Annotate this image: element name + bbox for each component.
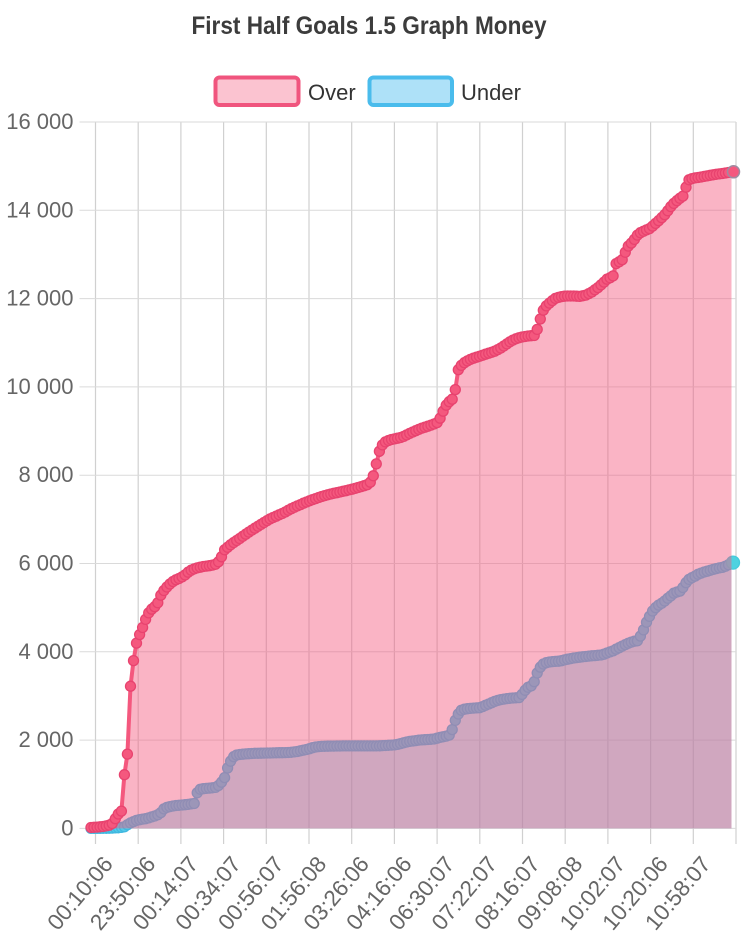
svg-text:10 000: 10 000 bbox=[6, 374, 73, 399]
svg-text:8 000: 8 000 bbox=[18, 462, 73, 487]
svg-text:0: 0 bbox=[61, 815, 73, 840]
svg-text:Over: Over bbox=[308, 80, 356, 105]
svg-text:6 000: 6 000 bbox=[18, 551, 73, 576]
svg-text:14 000: 14 000 bbox=[6, 197, 73, 222]
svg-text:First Half Goals 1.5 Graph Mon: First Half Goals 1.5 Graph Money bbox=[192, 12, 547, 40]
svg-text:Under: Under bbox=[461, 80, 521, 105]
svg-text:16 000: 16 000 bbox=[6, 109, 73, 134]
svg-text:2 000: 2 000 bbox=[18, 727, 73, 752]
svg-text:4 000: 4 000 bbox=[18, 639, 73, 664]
svg-text:12 000: 12 000 bbox=[6, 286, 73, 311]
